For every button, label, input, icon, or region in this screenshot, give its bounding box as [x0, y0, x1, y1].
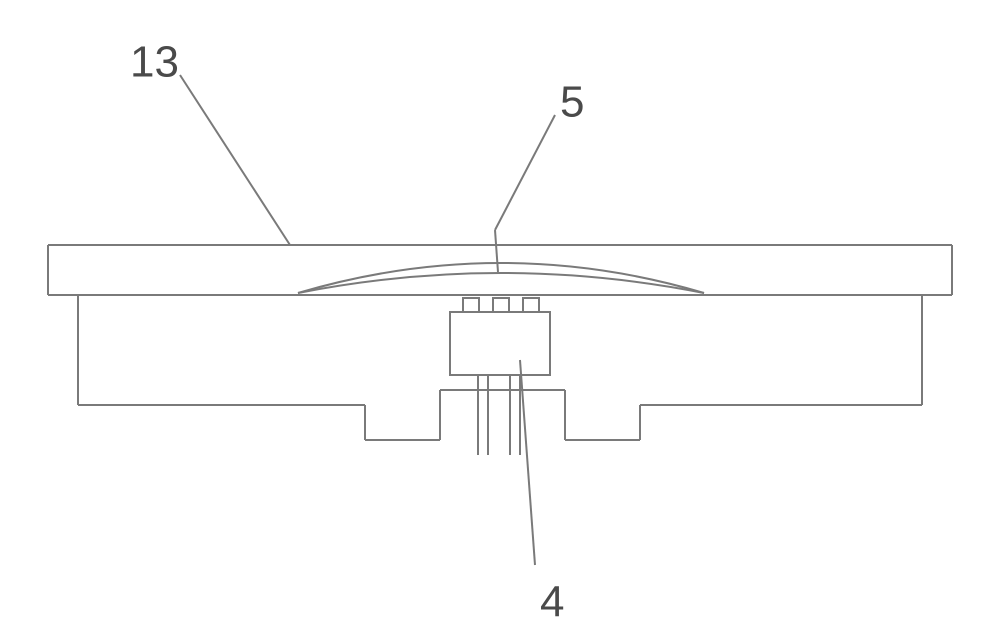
label-13: 13: [130, 38, 179, 87]
technical-cross-section-diagram: 13 5 4: [0, 0, 1000, 631]
label-5: 5: [560, 78, 584, 127]
label-4: 4: [540, 578, 564, 627]
